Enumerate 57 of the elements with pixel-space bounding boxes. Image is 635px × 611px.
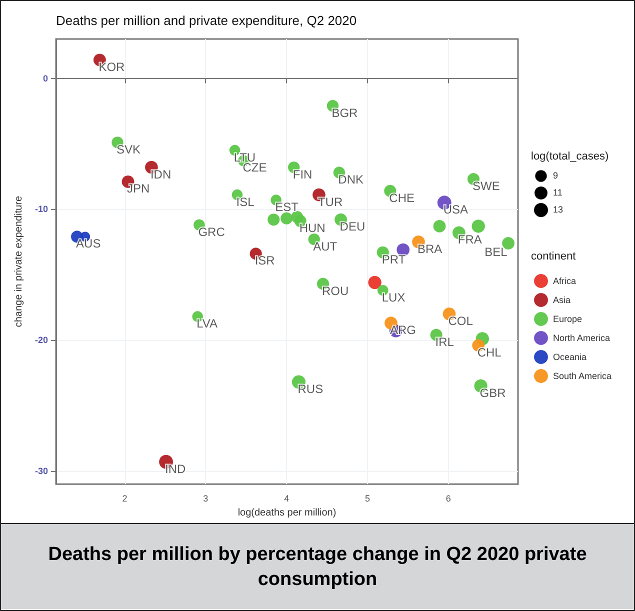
annotation: JPN — [127, 182, 150, 196]
annotation: CHL — [477, 345, 502, 360]
annotation: COL — [448, 314, 474, 328]
annotation: KOR — [98, 60, 126, 74]
chart-title: Deaths per million and private expenditure, Q2 2020 — [56, 13, 357, 28]
annotation: TUR — [318, 194, 343, 209]
annotation: SWE — [472, 179, 500, 194]
annotation: PRT — [382, 252, 406, 266]
legend-label: Asia — [553, 295, 571, 305]
legend-label: 13 — [553, 204, 564, 214]
y-tick-label: -10 — [34, 204, 48, 214]
y-tick-label: -30 — [34, 466, 48, 476]
annotation: BEL — [484, 245, 508, 260]
annotation: DEU — [340, 220, 366, 234]
annotation: USA — [443, 202, 468, 217]
annotation: GBR — [480, 386, 506, 400]
legend-label: Africa — [553, 276, 576, 286]
x-tick-label: 2 — [122, 494, 128, 504]
y-tick-label: 0 — [42, 73, 48, 84]
annotation: AUS — [76, 236, 101, 251]
annotation: EST — [275, 200, 300, 214]
legend-label: North America — [553, 333, 610, 343]
x-axis-title: log(deaths per million) — [238, 508, 336, 518]
annotation: LUX — [382, 290, 406, 304]
annotation: IDN — [150, 167, 172, 182]
annotation: SVK — [116, 142, 141, 156]
annotation: FRA — [458, 232, 482, 247]
annotation: IND — [165, 462, 186, 476]
annotation: DNK — [338, 172, 364, 187]
legend-label: 11 — [553, 188, 562, 198]
legend-label: Europe — [553, 314, 582, 324]
annotation: AUT — [313, 239, 338, 254]
annotation: BGR — [332, 106, 358, 120]
x-tick-label: 6 — [446, 494, 451, 504]
annotation: GRC — [198, 224, 226, 239]
annotation: ISR — [254, 254, 276, 268]
legend-label: South America — [553, 371, 612, 381]
annotation: IRL — [435, 334, 454, 349]
text: Deaths per million by percentage change in Q2 2020 private consumption — [1, 523, 634, 609]
y-axis-title: change in private expenditure — [14, 196, 24, 328]
annotation: LVA — [196, 316, 218, 331]
legend-label: Oceania — [553, 352, 587, 362]
annotation: ISL — [236, 194, 255, 209]
annotation: HUN — [299, 220, 326, 235]
text: log(total_cases) — [531, 150, 609, 162]
annotation: ROU — [322, 284, 349, 298]
annotation: CZE — [242, 160, 267, 175]
x-tick-label: 5 — [365, 494, 370, 504]
y-tick-label: -20 — [34, 335, 48, 346]
annotation: CHE — [389, 190, 415, 205]
x-tick-label: 3 — [203, 494, 208, 504]
annotation: BRA — [417, 242, 442, 256]
annotation: RUS — [298, 382, 324, 396]
text: continent — [531, 250, 576, 262]
annotation: FIN — [292, 167, 312, 182]
legend-label: 9 — [553, 170, 558, 180]
x-tick-label: 4 — [284, 494, 290, 504]
